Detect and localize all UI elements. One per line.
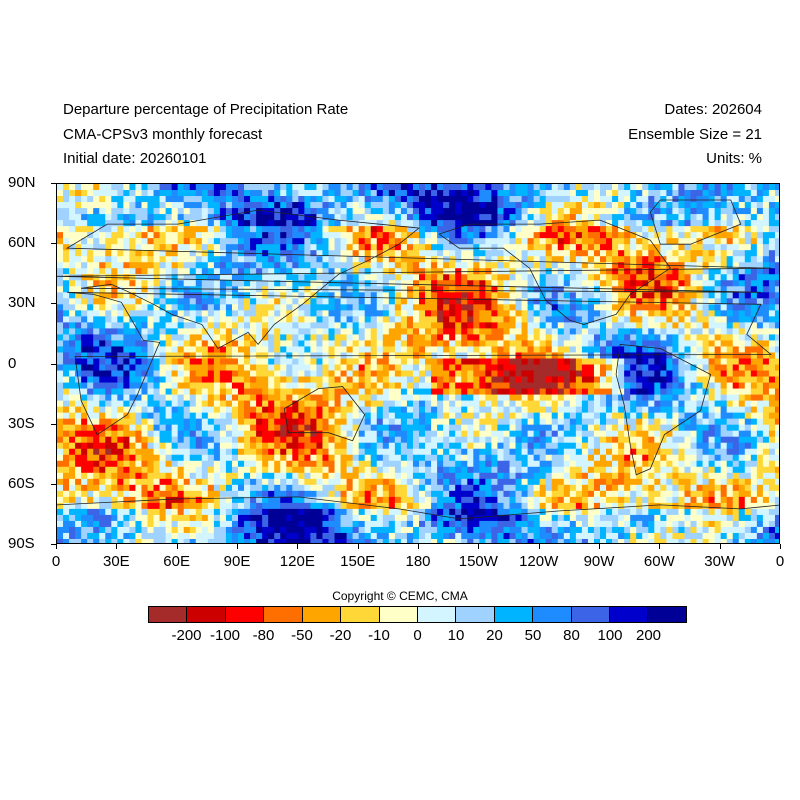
colorbar-label: 0 xyxy=(413,627,422,644)
colorbar-swatch xyxy=(533,607,572,622)
colorbar-swatch xyxy=(417,607,457,622)
anomaly-cells xyxy=(57,184,779,543)
lon-tick-mark xyxy=(659,544,661,549)
lon-tick-label: 60E xyxy=(163,553,191,570)
lat-tick-label: 30N xyxy=(8,294,36,312)
colorbar-swatch xyxy=(571,607,611,622)
lon-tick-label: 90E xyxy=(223,553,251,570)
colorbar-swatch xyxy=(494,607,534,622)
lat-tick-label: 30S xyxy=(8,414,35,432)
map-field-svg xyxy=(57,184,779,543)
colorbar-label: 10 xyxy=(447,627,465,644)
colorbar-label: -10 xyxy=(368,627,390,644)
lon-tick-mark xyxy=(719,544,721,549)
lat-tick-label: 90N xyxy=(8,174,36,191)
colorbar-label: 80 xyxy=(563,627,580,644)
initial-date: Initial date: 20260101 xyxy=(63,150,207,167)
lat-tick-mark xyxy=(51,183,56,184)
colorbar-swatch xyxy=(264,607,303,622)
colorbar-swatch xyxy=(648,607,686,622)
chart-title: Departure percentage of Precipitation Ra… xyxy=(63,101,349,118)
coastline xyxy=(67,291,773,436)
colorbar-label: 200 xyxy=(635,627,662,644)
coastline xyxy=(615,344,712,476)
lon-tick-mark xyxy=(418,544,419,549)
colorbar-label: 100 xyxy=(597,627,623,644)
lon-tick-label: 0 xyxy=(775,553,785,570)
lon-tick-mark xyxy=(780,544,781,549)
colorbar-swatch xyxy=(341,607,380,622)
lon-tick-label: 150E xyxy=(340,553,376,570)
model-name: CMA-CPSv3 monthly forecast xyxy=(63,126,263,143)
units-label: Units: % xyxy=(706,150,762,167)
ensemble-size: Ensemble Size = 21 xyxy=(628,126,762,143)
coastline-outlines xyxy=(57,199,779,520)
lon-tick-label: 60W xyxy=(643,553,675,570)
coastline xyxy=(283,386,366,442)
colorbar-label: -20 xyxy=(329,627,352,644)
coastline xyxy=(438,219,671,325)
lon-tick-mark xyxy=(297,544,299,549)
colorbar-label: -100 xyxy=(209,627,241,644)
colorbar-label: 20 xyxy=(486,627,503,644)
lat-tick-label: 60N xyxy=(8,234,36,252)
copyright-text: Copyright © CEMC, CMA xyxy=(332,589,468,603)
lon-tick-mark xyxy=(56,544,57,549)
lon-tick-label: 120E xyxy=(279,553,315,570)
colorbar-swatch xyxy=(302,607,342,622)
lon-tick-label: 150W xyxy=(458,553,498,570)
coastline xyxy=(649,199,742,245)
colorbar-label: -50 xyxy=(291,627,313,644)
lon-tick-label: 30E xyxy=(102,553,130,570)
lat-tick-mark xyxy=(51,544,56,545)
lon-tick-label: 0 xyxy=(51,553,61,570)
colorbar-swatch xyxy=(379,607,418,622)
colorbar xyxy=(148,606,687,623)
lat-tick-mark xyxy=(51,363,56,365)
colorbar-label: -80 xyxy=(252,627,275,644)
lat-tick-label: 90S xyxy=(8,535,35,552)
colorbar-swatch xyxy=(225,607,265,622)
lon-tick-mark xyxy=(478,544,480,549)
forecast-dates: Dates: 202604 xyxy=(664,101,762,118)
colorbar-swatch xyxy=(187,607,226,622)
lon-tick-mark xyxy=(538,544,540,549)
lon-tick-mark xyxy=(599,544,600,549)
lat-tick-label: 0 xyxy=(8,354,17,372)
lon-tick-mark xyxy=(116,544,118,549)
colorbar-label: -200 xyxy=(171,627,202,644)
colorbar-swatch xyxy=(456,607,495,622)
lon-tick-mark xyxy=(357,544,359,549)
lat-tick-mark xyxy=(51,483,56,485)
coastline xyxy=(57,209,771,350)
coastline xyxy=(57,496,779,520)
lon-tick-mark xyxy=(237,544,238,549)
colorbar-swatch xyxy=(610,607,649,622)
colorbar-label: 50 xyxy=(524,627,542,644)
colorbar-swatch xyxy=(149,607,188,622)
lon-tick-mark xyxy=(176,544,178,549)
lat-tick-mark xyxy=(51,243,56,245)
lat-tick-mark xyxy=(51,303,56,305)
lat-tick-mark xyxy=(51,423,56,425)
lon-tick-label: 120W xyxy=(519,553,559,570)
precipitation-anomaly-map xyxy=(56,183,780,544)
lon-tick-label: 90W xyxy=(583,553,615,570)
lat-tick-label: 60S xyxy=(8,474,35,492)
lon-tick-label: 30W xyxy=(704,553,736,570)
lon-tick-label: 180 xyxy=(405,553,431,570)
